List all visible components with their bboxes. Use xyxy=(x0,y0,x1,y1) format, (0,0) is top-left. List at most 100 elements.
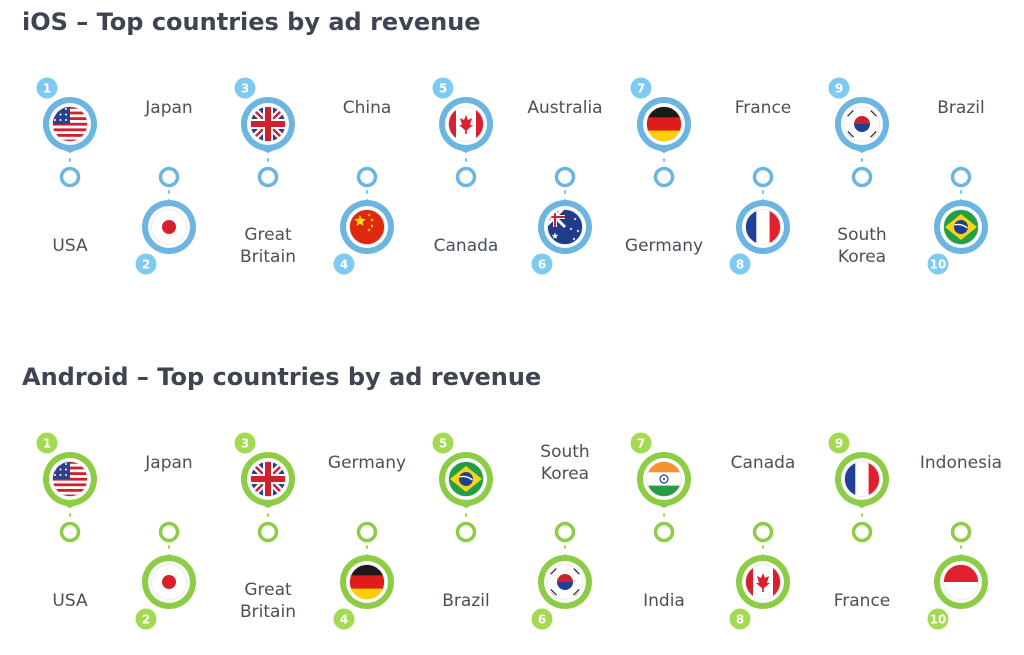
timeline-node xyxy=(554,521,576,543)
rank-number: 5 xyxy=(439,437,447,451)
germany-flag-icon xyxy=(349,564,385,600)
rank-item-5: 5 xyxy=(432,77,493,188)
rank-item-10: 10 xyxy=(927,521,988,630)
rank-number: 2 xyxy=(142,258,150,272)
country-label-line: China xyxy=(342,98,392,118)
country-label-line: Great xyxy=(244,580,292,600)
rank-item-9: 9 xyxy=(828,432,889,543)
rank-badge xyxy=(531,608,553,630)
country-label-line: France xyxy=(833,591,891,611)
canada-flag-icon xyxy=(745,564,781,600)
country-label-line: USA xyxy=(52,591,88,611)
country-label: Japan xyxy=(109,97,229,119)
rank-number: 7 xyxy=(637,82,645,96)
timeline-node xyxy=(554,166,576,188)
country-label-line: Australia xyxy=(527,98,603,118)
country-label: Germany xyxy=(604,235,724,257)
timeline-node xyxy=(950,166,972,188)
india-flag-icon xyxy=(646,461,682,497)
rank-number: 8 xyxy=(736,613,744,627)
rank-badge xyxy=(630,77,652,99)
us-flag-icon xyxy=(52,106,88,142)
timeline-node xyxy=(653,521,675,543)
country-label: India xyxy=(604,590,724,612)
timeline-node xyxy=(257,521,279,543)
country-label-line: Germany xyxy=(624,236,704,256)
rank-item-6: 6 xyxy=(531,166,592,275)
timeline-node xyxy=(455,166,477,188)
china-flag-icon xyxy=(349,209,385,245)
timeline-node xyxy=(455,521,477,543)
country-label-line: Brazil xyxy=(937,98,985,118)
country-label: Canada xyxy=(406,235,526,257)
rank-badge xyxy=(828,432,850,454)
country-label: Japan xyxy=(109,452,229,474)
country-label-line: Korea xyxy=(837,247,887,267)
country-label: Great Britain xyxy=(208,579,328,623)
rank-badge xyxy=(729,253,751,275)
country-label-line: Brazil xyxy=(442,591,490,611)
country-label-line: Britain xyxy=(240,247,296,267)
rank-item-6: 6 xyxy=(531,521,592,630)
country-label-line: Japan xyxy=(145,98,193,118)
country-label: USA xyxy=(10,235,130,257)
rank-badge xyxy=(135,608,157,630)
rank-badge xyxy=(333,608,355,630)
country-label: Great Britain xyxy=(208,224,328,268)
rank-badge xyxy=(630,432,652,454)
timeline-node xyxy=(851,521,873,543)
country-label: Brazil xyxy=(901,97,1021,119)
country-label: China xyxy=(307,97,427,119)
android-title: Android – Top countries by ad revenue xyxy=(22,363,542,391)
rank-number: 1 xyxy=(43,437,51,451)
rank-item-2: 2 xyxy=(135,166,196,275)
country-label: Australia xyxy=(505,97,625,119)
country-label: France xyxy=(703,97,823,119)
ios-title: iOS – Top countries by ad revenue xyxy=(22,8,481,36)
rank-badge xyxy=(432,77,454,99)
canada-flag-icon xyxy=(448,106,484,142)
rank-item-2: 2 xyxy=(135,521,196,630)
rank-number: 4 xyxy=(340,258,348,272)
timeline-node xyxy=(158,521,180,543)
timeline-node xyxy=(257,166,279,188)
android-timeline: 1 2 3 4 5 6 7 8 9 10 xyxy=(19,432,1011,630)
country-label-line: Britain xyxy=(240,602,296,622)
indonesia-flag-icon xyxy=(943,564,979,600)
rank-badge xyxy=(135,253,157,275)
australia-flag-icon xyxy=(547,209,583,245)
timeline-node xyxy=(356,166,378,188)
country-label: South Korea xyxy=(802,224,922,268)
country-label: France xyxy=(802,590,922,612)
rank-number: 7 xyxy=(637,437,645,451)
country-label: Brazil xyxy=(406,590,526,612)
timeline-node xyxy=(752,521,774,543)
rank-number: 10 xyxy=(930,613,947,627)
country-label: Indonesia xyxy=(901,452,1021,474)
rank-item-1: 1 xyxy=(36,432,97,543)
rank-number: 1 xyxy=(43,82,51,96)
country-label-line: South xyxy=(837,225,887,245)
timeline-node xyxy=(59,166,81,188)
country-label: South Korea xyxy=(505,441,625,485)
rank-number: 9 xyxy=(835,82,843,96)
country-label-line: Japan xyxy=(145,453,193,473)
rank-badge xyxy=(36,77,58,99)
rank-item-3: 3 xyxy=(234,432,295,543)
timeline-node xyxy=(851,166,873,188)
rank-badge xyxy=(234,77,256,99)
country-label: Germany xyxy=(307,452,427,474)
rank-item-5: 5 xyxy=(432,432,493,543)
rank-number: 10 xyxy=(930,258,947,272)
rank-badge xyxy=(729,608,751,630)
rank-number: 5 xyxy=(439,82,447,96)
japan-flag-icon xyxy=(151,209,187,245)
country-label-line: South xyxy=(540,442,590,462)
france-flag-icon xyxy=(844,461,880,497)
brazil-flag-icon xyxy=(943,209,979,245)
country-label-line: Korea xyxy=(540,464,590,484)
country-label-line: Indonesia xyxy=(919,453,1003,473)
timeline-node xyxy=(59,521,81,543)
rank-item-10: 10 xyxy=(927,166,988,275)
france-flag-icon xyxy=(745,209,781,245)
